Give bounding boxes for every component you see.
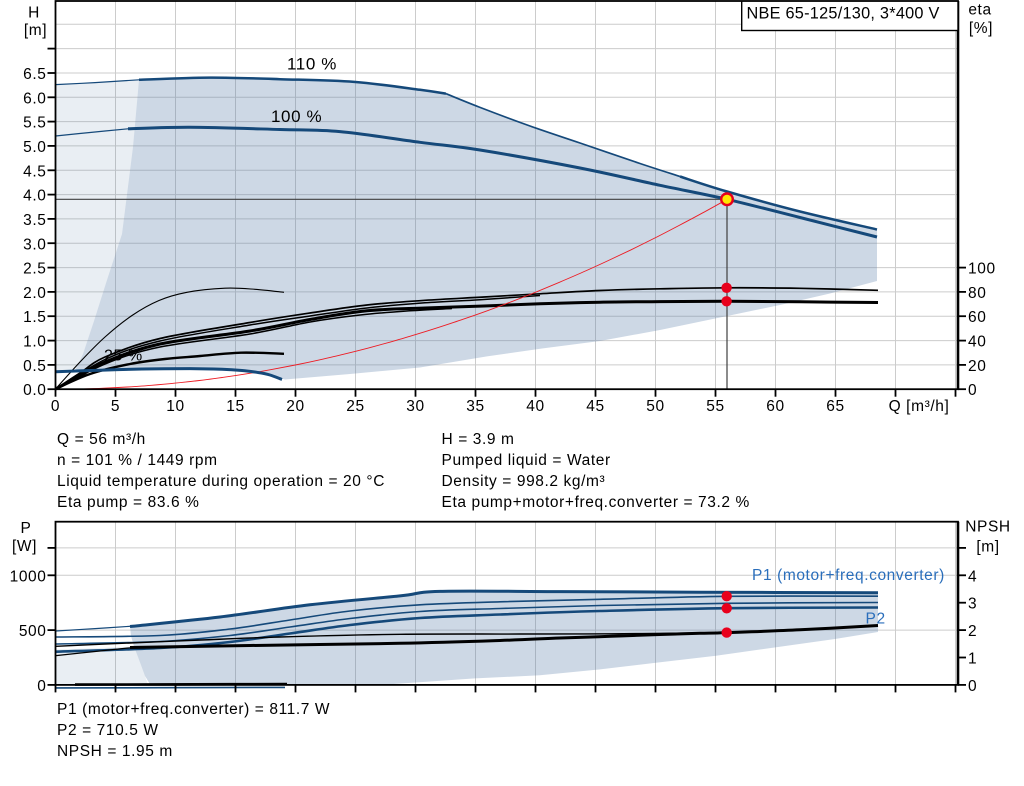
svg-text:3.5: 3.5: [23, 212, 46, 229]
svg-text:4: 4: [968, 568, 977, 585]
svg-text:0.5: 0.5: [23, 358, 46, 375]
svg-text:65: 65: [826, 398, 844, 415]
svg-text:P1 (motor+freq.converter): P1 (motor+freq.converter): [752, 567, 945, 584]
svg-text:0: 0: [37, 678, 46, 695]
svg-text:15: 15: [226, 398, 244, 415]
svg-text:50: 50: [646, 398, 664, 415]
svg-text:60: 60: [766, 398, 784, 415]
svg-text:1.5: 1.5: [23, 309, 46, 326]
svg-text:3: 3: [968, 596, 977, 613]
svg-text:n = 101 % / 1449 rpm: n = 101 % / 1449 rpm: [57, 452, 218, 469]
svg-text:100 %: 100 %: [271, 107, 322, 126]
svg-text:Density = 998.2 kg/m³: Density = 998.2 kg/m³: [442, 473, 606, 490]
svg-text:Q = 56 m³/h: Q = 56 m³/h: [57, 431, 146, 448]
svg-text:P2 = 710.5 W: P2 = 710.5 W: [57, 722, 159, 739]
svg-text:25: 25: [346, 398, 364, 415]
svg-text:[W]: [W]: [12, 538, 37, 555]
svg-text:20: 20: [286, 398, 304, 415]
svg-text:40: 40: [968, 334, 986, 351]
svg-text:NPSH: NPSH: [965, 519, 1010, 536]
svg-text:NBE 65-125/130, 3*400 V: NBE 65-125/130, 3*400 V: [747, 5, 940, 23]
svg-text:2.0: 2.0: [23, 285, 46, 302]
svg-text:[m]: [m]: [24, 22, 47, 39]
svg-text:P: P: [21, 520, 32, 537]
svg-text:500: 500: [19, 623, 47, 640]
svg-text:10: 10: [166, 398, 184, 415]
svg-text:1.0: 1.0: [23, 334, 46, 351]
svg-text:0: 0: [968, 382, 977, 399]
svg-text:5.5: 5.5: [23, 115, 46, 132]
svg-text:Eta pump+motor+freq.converter: Eta pump+motor+freq.converter = 73.2 %: [442, 494, 750, 511]
svg-text:6.5: 6.5: [23, 66, 46, 83]
svg-text:60: 60: [968, 309, 986, 326]
svg-text:45: 45: [586, 398, 604, 415]
svg-text:2: 2: [968, 623, 977, 640]
svg-text:40: 40: [526, 398, 544, 415]
svg-text:5.0: 5.0: [23, 139, 46, 156]
svg-text:0.0: 0.0: [23, 382, 46, 399]
svg-text:0: 0: [968, 678, 977, 695]
svg-text:P1 (motor+freq.converter) = 81: P1 (motor+freq.converter) = 811.7 W: [57, 701, 330, 718]
svg-text:Liquid temperature during oper: Liquid temperature during operation = 20…: [57, 473, 385, 490]
svg-text:1: 1: [968, 651, 977, 668]
svg-text:2.5: 2.5: [23, 261, 46, 278]
svg-text:20: 20: [968, 358, 986, 375]
svg-text:[%]: [%]: [969, 20, 993, 37]
svg-text:110 %: 110 %: [287, 55, 337, 74]
svg-text:6.0: 6.0: [23, 90, 46, 107]
svg-text:1000: 1000: [10, 568, 47, 585]
svg-text:H = 3.9 m: H = 3.9 m: [442, 431, 515, 448]
svg-text:P2: P2: [866, 611, 886, 628]
svg-text:Q [m³/h]: Q [m³/h]: [889, 398, 950, 415]
svg-text:25 %: 25 %: [104, 348, 143, 365]
svg-text:35: 35: [466, 398, 484, 415]
svg-text:4.0: 4.0: [23, 188, 46, 205]
svg-text:55: 55: [706, 398, 724, 415]
svg-text:3.0: 3.0: [23, 236, 46, 253]
svg-text:eta: eta: [968, 2, 991, 19]
svg-text:Pumped liquid = Water: Pumped liquid = Water: [442, 452, 611, 469]
svg-text:NPSH = 1.95 m: NPSH = 1.95 m: [57, 743, 173, 760]
svg-text:100: 100: [968, 261, 996, 278]
svg-text:4.5: 4.5: [23, 163, 46, 180]
svg-text:80: 80: [968, 285, 986, 302]
svg-text:[m]: [m]: [976, 539, 999, 556]
svg-text:0: 0: [51, 398, 60, 415]
svg-text:H: H: [28, 5, 40, 22]
svg-text:30: 30: [406, 398, 424, 415]
svg-text:5: 5: [111, 398, 120, 415]
svg-text:Eta pump = 83.6 %: Eta pump = 83.6 %: [57, 494, 199, 511]
